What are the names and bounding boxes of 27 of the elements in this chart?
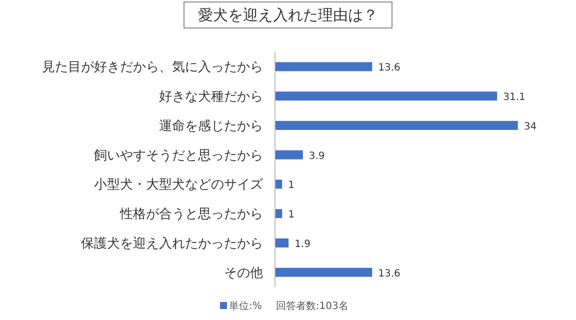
y-tick-label: 飼いやすそうだと思ったから [94, 148, 263, 164]
data-label: 3.9 [308, 150, 325, 162]
data-label: 1 [288, 210, 295, 221]
y-tick-label: 見た目が好きだから、気に入ったから [42, 60, 263, 76]
bar [275, 150, 303, 160]
y-tick-label: その他 [224, 266, 263, 281]
data-label: 1.9 [294, 238, 310, 250]
y-tick-label: 好きな犬種だから [159, 90, 263, 105]
y-tick-label: 性格が合うと思ったから [119, 207, 263, 222]
chart-title: 愛犬を迎え入れた理由は？ [198, 6, 378, 24]
bar [275, 92, 498, 101]
y-tick-label: 運命を感じたから [159, 118, 263, 134]
y-tick-label: 小型犬・大型犬などのサイズ [94, 178, 264, 193]
bar [275, 120, 518, 130]
data-label: 34 [524, 121, 537, 132]
bar [275, 268, 372, 277]
bar [275, 238, 289, 248]
bar [275, 62, 372, 72]
text: 回答者数:103名 [276, 300, 348, 312]
y-tick-label: 保護犬を迎え入れたかったから [81, 235, 263, 252]
data-label: 13.6 [378, 268, 400, 280]
bar [275, 180, 282, 189]
data-label: 13.6 [378, 62, 400, 74]
data-label: 1 [288, 180, 295, 192]
bar [275, 209, 282, 218]
data-label: 31.1 [503, 92, 526, 104]
legend-label: 単位:% [229, 300, 262, 312]
